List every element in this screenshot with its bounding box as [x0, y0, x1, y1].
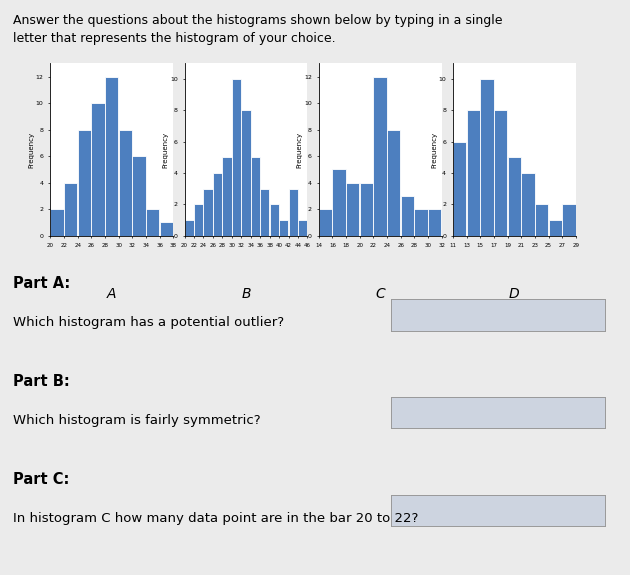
Bar	[260, 189, 270, 236]
Bar	[508, 158, 521, 236]
Bar	[251, 158, 260, 236]
Text: Part A:: Part A:	[13, 276, 70, 291]
Bar	[374, 76, 387, 236]
Bar	[222, 158, 232, 236]
Bar	[428, 209, 442, 236]
Text: Which histogram is fairly symmetric?: Which histogram is fairly symmetric?	[13, 414, 260, 427]
Bar	[241, 110, 251, 236]
Bar	[535, 204, 548, 236]
Bar	[480, 79, 494, 236]
Bar	[415, 209, 428, 236]
Bar	[549, 220, 562, 236]
Text: In histogram C how many data point are in the bar 20 to 22?: In histogram C how many data point are i…	[13, 512, 418, 525]
Bar	[232, 79, 241, 236]
Y-axis label: Frequency: Frequency	[163, 132, 168, 167]
Bar	[562, 204, 576, 236]
Text: Answer the questions about the histograms shown below by typing in a single: Answer the questions about the histogram…	[13, 14, 502, 28]
Text: B: B	[241, 288, 251, 301]
Y-axis label: Frequency: Frequency	[28, 132, 34, 167]
Bar	[64, 183, 77, 236]
Bar	[118, 129, 132, 236]
Bar	[132, 156, 146, 236]
Bar	[387, 129, 401, 236]
Bar	[453, 141, 466, 236]
Y-axis label: Frequency: Frequency	[431, 132, 437, 167]
Bar	[91, 103, 105, 236]
Text: C: C	[375, 288, 385, 301]
Text: D: D	[509, 288, 520, 301]
Bar	[319, 209, 332, 236]
Bar	[270, 204, 279, 236]
Bar	[333, 170, 346, 236]
Text: A: A	[107, 288, 117, 301]
Bar	[50, 209, 64, 236]
Bar	[194, 204, 203, 236]
Text: Part C:: Part C:	[13, 472, 69, 486]
Bar	[467, 110, 480, 236]
Bar	[346, 183, 360, 236]
Bar	[360, 183, 373, 236]
Bar	[298, 220, 307, 236]
Bar	[494, 110, 507, 236]
Y-axis label: Frequency: Frequency	[297, 132, 302, 167]
Bar	[159, 223, 173, 236]
Bar	[105, 76, 118, 236]
Bar	[279, 220, 289, 236]
Bar	[203, 189, 213, 236]
Bar	[213, 173, 222, 236]
Bar	[185, 220, 194, 236]
Bar	[521, 173, 535, 236]
Text: Part B:: Part B:	[13, 374, 69, 389]
Bar	[401, 196, 414, 236]
Text: letter that represents the histogram of your choice.: letter that represents the histogram of …	[13, 32, 335, 45]
Bar	[289, 189, 298, 236]
Bar	[146, 209, 159, 236]
Bar	[77, 129, 91, 236]
Text: Which histogram has a potential outlier?: Which histogram has a potential outlier?	[13, 316, 284, 329]
